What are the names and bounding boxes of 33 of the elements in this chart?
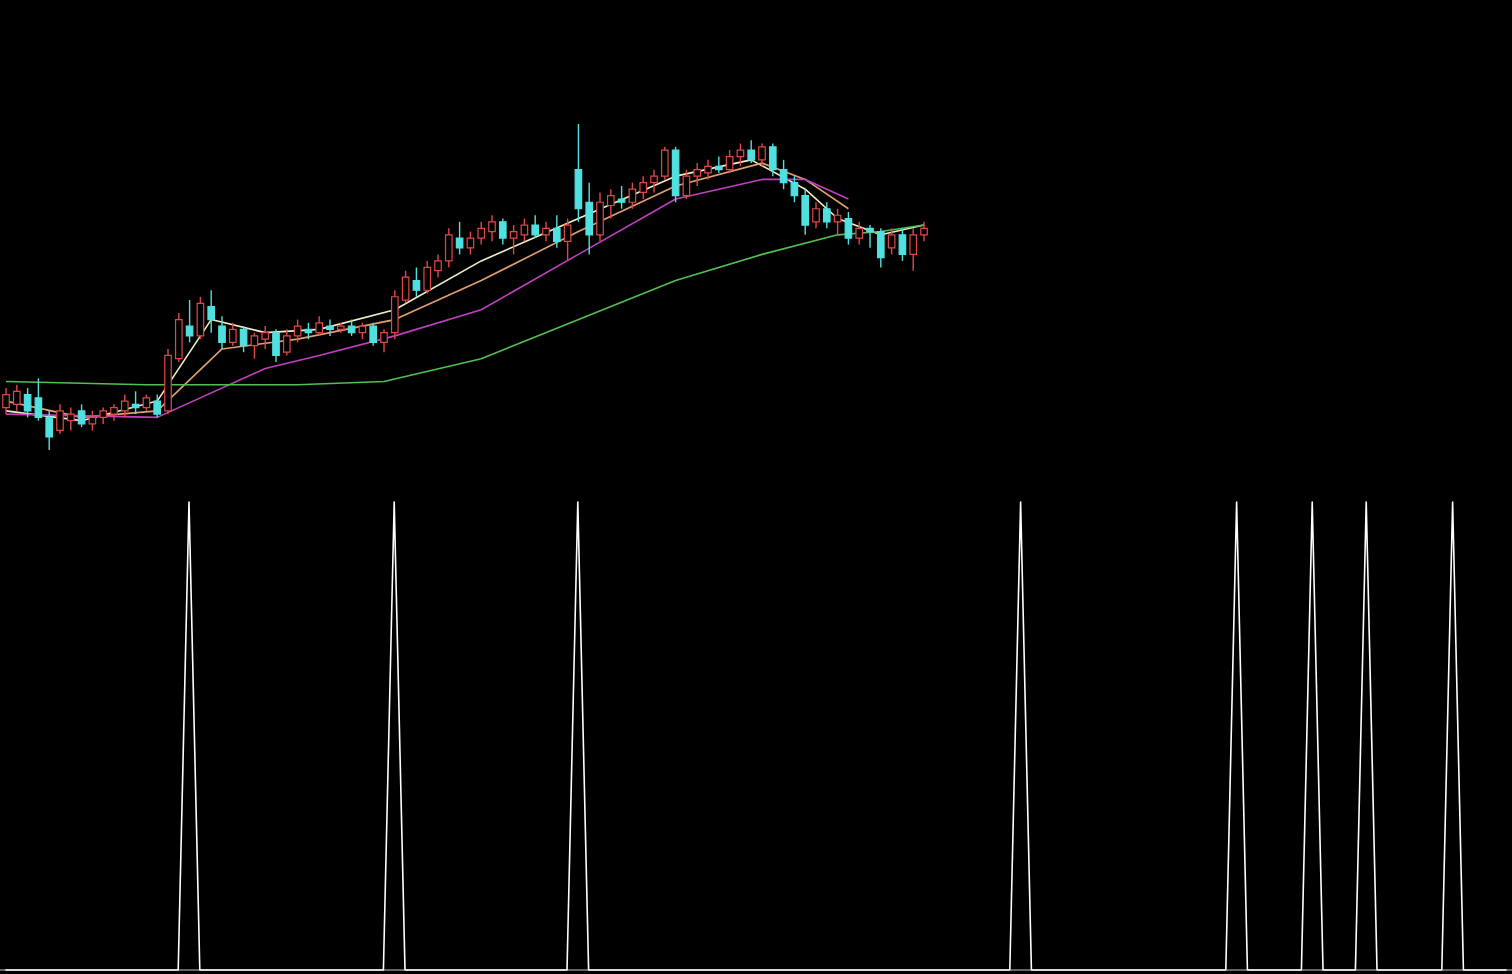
- candlestick: [369, 322, 378, 347]
- candlestick: [822, 201, 831, 230]
- candlestick: [455, 221, 464, 256]
- candlestick: [153, 393, 162, 419]
- candlestick: [747, 139, 756, 164]
- candlestick: [77, 403, 86, 428]
- candlestick: [855, 221, 864, 246]
- candlestick: [531, 214, 540, 239]
- candlestick: [552, 214, 561, 249]
- candlestick: [315, 315, 324, 337]
- candlestick: [326, 318, 334, 337]
- candlestick: [228, 322, 237, 347]
- candlestick: [563, 217, 572, 262]
- candlestick: [196, 296, 205, 340]
- candlestick: [714, 155, 723, 174]
- candlestick: [272, 328, 280, 363]
- candlestick: [671, 146, 680, 203]
- candlestick: [23, 387, 32, 419]
- candlestick: [833, 208, 842, 236]
- candlestick: [844, 211, 853, 246]
- candlestick: [520, 217, 529, 243]
- candlestick: [509, 224, 518, 256]
- candlestick: [412, 266, 421, 298]
- candlestick: [758, 142, 766, 168]
- candlestick: [812, 201, 820, 230]
- candlestick: [218, 315, 226, 350]
- candlestick: [898, 227, 907, 262]
- candlestick: [207, 289, 216, 334]
- candlestick: [185, 299, 194, 344]
- candlestick: [617, 185, 626, 210]
- candlestick: [542, 221, 550, 243]
- candlestick: [887, 227, 896, 256]
- candlestick: [498, 217, 507, 246]
